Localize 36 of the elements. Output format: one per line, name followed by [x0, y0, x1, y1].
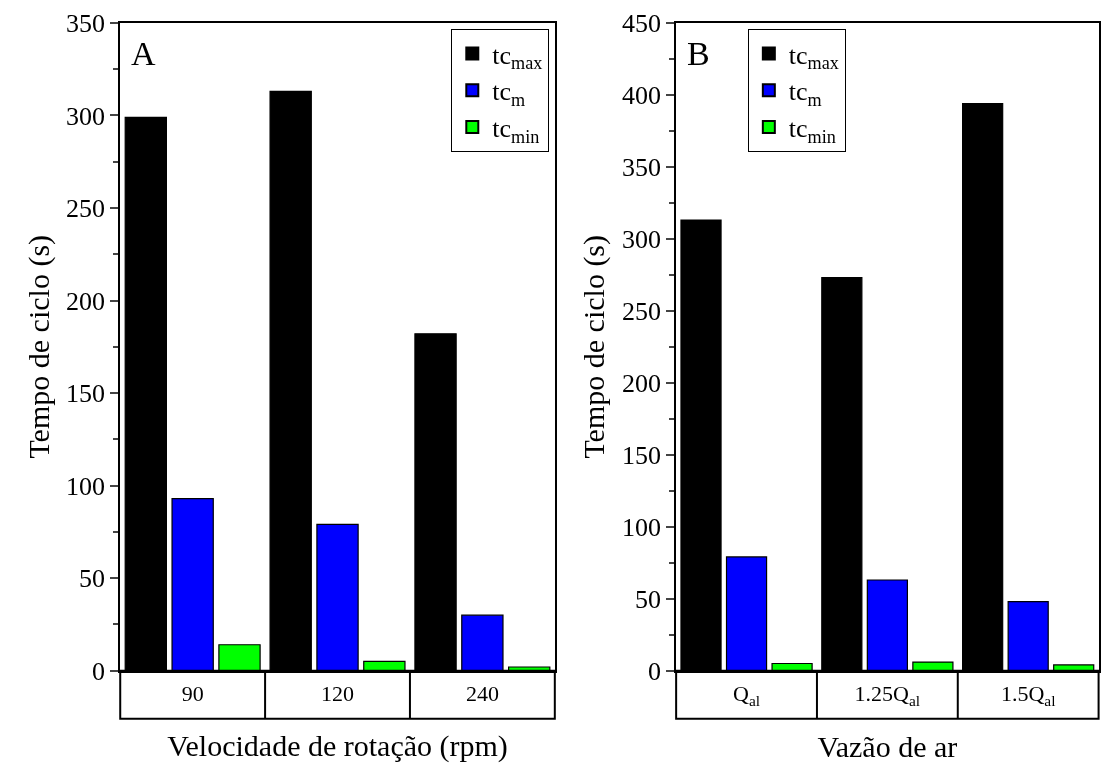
y-tick-label: 300 — [66, 101, 106, 131]
y-tick-label: 350 — [66, 8, 106, 38]
legend-label: tc$_{m}$ — [492, 77, 526, 110]
annotation: B — [687, 35, 710, 72]
y-tick-label: 100 — [621, 512, 661, 542]
y-tick-label: 450 — [621, 8, 661, 38]
x-tick-label: 90 — [181, 681, 204, 707]
x-tick-label: 120 — [321, 681, 355, 707]
y-tick-label: 400 — [621, 80, 661, 110]
x-tick-label: Q$_{al}$ — [733, 681, 761, 709]
y-tick-label: 200 — [66, 286, 106, 316]
y-axis-title: Tempo de ciclo (s) — [21, 234, 56, 459]
y-tick-label: 200 — [621, 368, 661, 398]
x-tick-label: 240 — [465, 681, 499, 707]
y-tick-label: 150 — [621, 440, 661, 470]
y-tick-label: 300 — [621, 224, 661, 254]
x-tick-label: 1.5Q$_{al}$ — [1000, 681, 1056, 709]
y-tick-label: 50 — [634, 584, 661, 614]
y-tick-label: 350 — [621, 152, 661, 182]
y-tick-label: 0 — [647, 656, 661, 686]
x-axis-title: Velocidade de rotação (rpm) — [167, 729, 508, 763]
legend-label: tc$_{min}$ — [492, 114, 540, 147]
legend-label: tc$_{max}$ — [492, 40, 543, 73]
y-tick-label: 250 — [66, 194, 106, 224]
legend-label: tc$_{max}$ — [788, 40, 839, 73]
y-axis-title: Tempo de ciclo (s) — [577, 234, 612, 459]
x-axis-title: Vazão de ar — [817, 730, 958, 763]
y-tick-label: 50 — [79, 564, 106, 594]
legend-label: tc$_{m}$ — [788, 77, 822, 110]
y-tick-label: 150 — [66, 379, 106, 409]
y-tick-label: 0 — [92, 656, 106, 686]
y-tick-label: 250 — [621, 296, 661, 326]
x-tick-label: 1.25Q$_{al}$ — [854, 681, 921, 709]
y-tick-label: 100 — [66, 471, 106, 501]
legend-label: tc$_{min}$ — [788, 114, 836, 147]
annotation: A — [131, 35, 156, 72]
